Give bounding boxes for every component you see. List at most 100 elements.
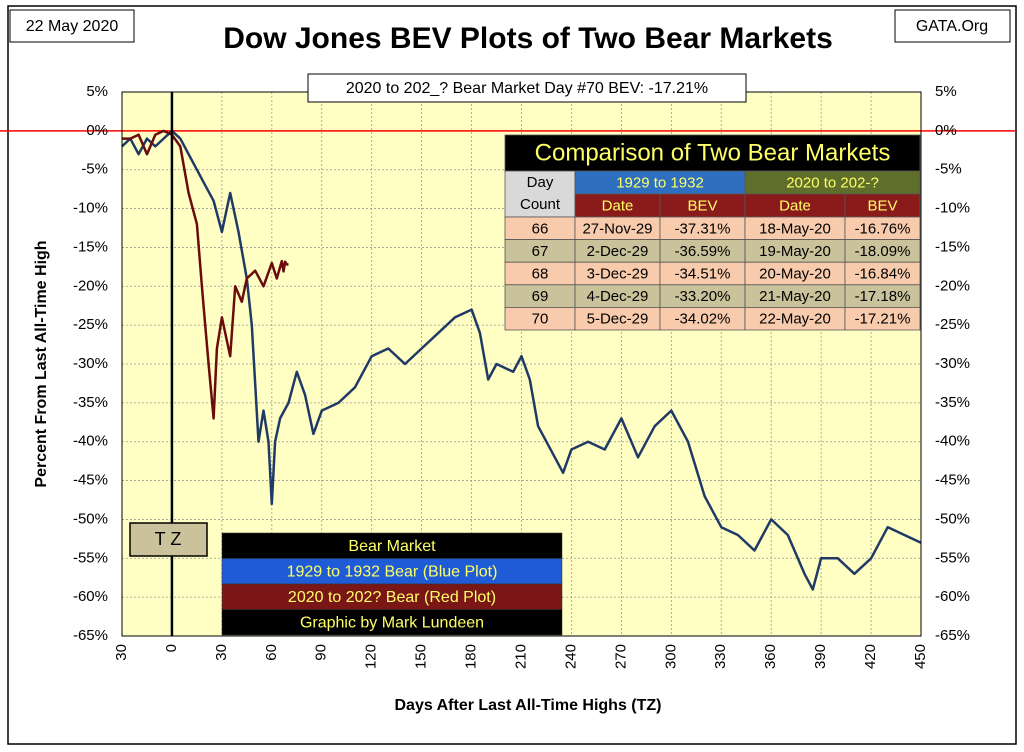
table-cell: 68: [532, 265, 549, 282]
table-cell: -37.31%: [675, 220, 731, 237]
x-tick-label: 360: [762, 644, 779, 669]
table-cell: 21-May-20: [759, 288, 831, 305]
table-cell: 67: [532, 243, 549, 260]
x-tick-label: 90: [313, 644, 330, 661]
y-tick-label: -20%: [73, 277, 108, 294]
sub-header: BEV: [867, 197, 897, 214]
subtitle-box: [307, 73, 747, 103]
table-cell: -33.20%: [675, 288, 731, 305]
y2-tick-label: -10%: [935, 200, 970, 217]
legend-title-bg: [221, 532, 563, 559]
table-cell: 3-Dec-29: [587, 265, 649, 282]
table-cell: 5-Dec-29: [587, 311, 649, 328]
group-header: 1929 to 1932: [616, 174, 704, 191]
y2-tick-label: -45%: [935, 472, 970, 489]
y2-tick-label: -40%: [935, 433, 970, 450]
y-tick-label: -45%: [73, 472, 108, 489]
x-tick-label: 240: [562, 644, 579, 669]
table-cell: -17.18%: [855, 288, 911, 305]
y-axis-label: Percent From Last All-Time High: [33, 240, 50, 487]
table-cell: -18.09%: [855, 243, 911, 260]
date-box: [9, 9, 135, 43]
date-label: 22 May 2020: [26, 18, 119, 35]
table-cell: 20-May-20: [759, 265, 831, 282]
x-tick-label: 270: [612, 644, 629, 669]
x-tick-label: 390: [812, 644, 829, 669]
day-header: Count: [520, 196, 561, 213]
y-tick-label: -50%: [73, 510, 108, 527]
tz-box: [129, 522, 208, 557]
y-tick-label: -10%: [73, 200, 108, 217]
y2-tick-label: -35%: [935, 394, 970, 411]
y-tick-label: -65%: [73, 627, 108, 644]
y-tick-label: 0%: [86, 122, 108, 139]
x-tick-label: 210: [512, 644, 529, 669]
y-tick-label: -5%: [81, 161, 108, 178]
x-tick-label: 180: [463, 644, 480, 669]
table-cell: -36.59%: [675, 243, 731, 260]
x-tick-label: 300: [662, 644, 679, 669]
table-title-bg: [504, 134, 921, 172]
source-label: GATA.Org: [916, 18, 988, 35]
table-cell: 2-Dec-29: [587, 243, 649, 260]
table-cell: -17.21%: [855, 311, 911, 328]
y2-tick-label: 0%: [935, 122, 957, 139]
x-tick-label: 0: [163, 644, 180, 652]
chart-title: Dow Jones BEV Plots of Two Bear Markets: [223, 22, 833, 55]
table-cell: 69: [532, 288, 549, 305]
x-tick-label: 450: [912, 644, 929, 669]
y-tick-label: -15%: [73, 238, 108, 255]
legend-entry-bg: [221, 583, 563, 610]
group-header: 2020 to 202-?: [786, 174, 879, 191]
x-tick-label: 30: [113, 644, 130, 661]
source-box: [894, 9, 1011, 43]
table-cell: 22-May-20: [759, 311, 831, 328]
table-cell: 4-Dec-29: [587, 288, 649, 305]
legend-title: Bear Market: [348, 538, 436, 555]
y2-tick-label: -30%: [935, 355, 970, 372]
table-cell: 27-Nov-29: [582, 220, 652, 237]
subtitle: 2020 to 202_? Bear Market Day #70 BEV: -…: [346, 80, 708, 97]
day-header-bg: [504, 170, 576, 218]
table-cell: 66: [532, 220, 549, 237]
y2-tick-label: -5%: [935, 161, 962, 178]
tz-annotation: T Z: [155, 529, 182, 549]
table-cell: 70: [532, 311, 549, 328]
series-line: [121, 129, 922, 591]
y2-tick-label: -20%: [935, 277, 970, 294]
y2-tick-label: -15%: [935, 238, 970, 255]
y-tick-label: -30%: [73, 355, 108, 372]
legend-credit-bg: [221, 609, 563, 636]
x-tick-label: 150: [413, 644, 430, 669]
table-cell: 18-May-20: [759, 220, 831, 237]
table-cell: -16.76%: [855, 220, 911, 237]
y2-tick-label: -60%: [935, 588, 970, 605]
legend: Bear Market 1929 to 1932 Bear (Blue Plot)…: [221, 532, 563, 636]
x-tick-label: 120: [363, 644, 380, 669]
sub-header: BEV: [687, 197, 717, 214]
table-cell: -16.84%: [855, 265, 911, 282]
table-cell: -34.02%: [675, 311, 731, 328]
legend-entry: 1929 to 1932 Bear (Blue Plot): [287, 563, 498, 580]
x-tick-label: 60: [263, 644, 280, 661]
x-tick-label: 30: [213, 644, 230, 661]
y2-tick-label: 5%: [935, 83, 957, 100]
legend-entry: 2020 to 202? Bear (Red Plot): [288, 589, 496, 606]
y-tick-label: -25%: [73, 316, 108, 333]
y-tick-label: -55%: [73, 549, 108, 566]
y2-tick-label: -65%: [935, 627, 970, 644]
table-title: Comparison of Two Bear Markets: [535, 139, 891, 166]
series-line: [122, 129, 289, 420]
legend-entry-bg: [221, 558, 563, 585]
sub-header: Date: [779, 197, 811, 214]
sub-header: Date: [602, 197, 634, 214]
x-tick-label: 330: [712, 644, 729, 669]
table-cell-bg: [844, 306, 921, 331]
comparison-table: Comparison of Two Bear Markets Day Count 19…: [504, 134, 921, 331]
y-tick-label: -35%: [73, 394, 108, 411]
table-cell: 19-May-20: [759, 243, 831, 260]
y2-tick-label: -55%: [935, 549, 970, 566]
legend-credit: Graphic by Mark Lundeen: [300, 614, 484, 631]
